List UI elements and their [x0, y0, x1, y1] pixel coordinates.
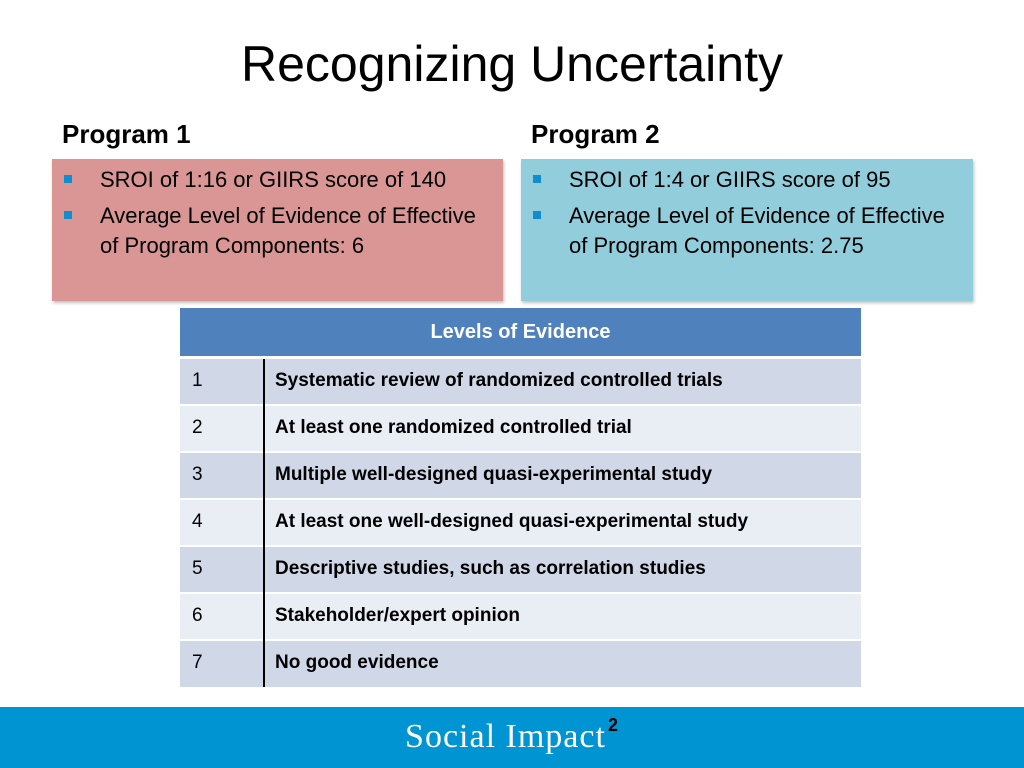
evidence-description-cell: At least one randomized controlled trial — [264, 403, 861, 452]
program-1-bullet-text: SROI of 1:16 or GIIRS score of 140 — [100, 167, 447, 192]
square-bullet-icon — [533, 175, 541, 183]
slide-title: Recognizing Uncertainty — [241, 36, 783, 92]
table-row: 3 Multiple well-designed quasi-experimen… — [180, 450, 861, 499]
table-row: 2 At least one randomized controlled tri… — [180, 403, 861, 452]
footer-logo: Social Impact 2 — [0, 715, 1024, 761]
evidence-level-cell: 5 — [180, 544, 265, 593]
program-1-bullet-item: Average Level of Evidence of Effective o… — [64, 201, 495, 261]
levels-of-evidence-table: Levels of Evidence 1 Systematic review o… — [180, 308, 861, 687]
program-2-bullet-list: SROI of 1:4 or GIIRS score of 95 Average… — [533, 165, 965, 261]
program-2-box: SROI of 1:4 or GIIRS score of 95 Average… — [521, 159, 973, 301]
footer-brand-superscript: 2 — [607, 715, 619, 735]
table-header-row: Levels of Evidence — [180, 308, 861, 359]
square-bullet-icon — [64, 211, 72, 219]
evidence-level-cell: 2 — [180, 403, 265, 452]
evidence-description-cell: At least one well-designed quasi-experim… — [264, 497, 861, 546]
table-row: 1 Systematic review of randomized contro… — [180, 356, 861, 405]
table-row: 4 At least one well-designed quasi-exper… — [180, 497, 861, 546]
program-2-bullet-item: SROI of 1:4 or GIIRS score of 95 — [533, 165, 965, 195]
table-header: Levels of Evidence — [180, 308, 861, 359]
evidence-description-cell: Systematic review of randomized controll… — [264, 356, 861, 405]
program-2-bullet-text: SROI of 1:4 or GIIRS score of 95 — [569, 167, 891, 192]
square-bullet-icon — [533, 211, 541, 219]
program-2-heading: Program 2 — [531, 119, 660, 149]
program-2-bullet-text: Average Level of Evidence of Effective o… — [569, 203, 945, 258]
program-1-bullet-item: SROI of 1:16 or GIIRS score of 140 — [64, 165, 495, 195]
evidence-level-cell: 3 — [180, 450, 265, 499]
table-row: 6 Stakeholder/expert opinion — [180, 591, 861, 640]
evidence-level-cell: 6 — [180, 591, 265, 640]
program-1-bullet-list: SROI of 1:16 or GIIRS score of 140 Avera… — [64, 165, 495, 261]
program-1-heading: Program 1 — [62, 119, 191, 149]
evidence-description-cell: Multiple well-designed quasi-experimenta… — [264, 450, 861, 499]
evidence-level-cell: 7 — [180, 638, 265, 687]
evidence-description-cell: Descriptive studies, such as correlation… — [264, 544, 861, 593]
evidence-description-cell: Stakeholder/expert opinion — [264, 591, 861, 640]
table-row: 5 Descriptive studies, such as correlati… — [180, 544, 861, 593]
table-row: 7 No good evidence — [180, 638, 861, 687]
program-1-bullet-text: Average Level of Evidence of Effective o… — [100, 203, 476, 258]
program-1-box: SROI of 1:16 or GIIRS score of 140 Avera… — [52, 159, 503, 301]
program-2-bullet-item: Average Level of Evidence of Effective o… — [533, 201, 965, 261]
evidence-level-cell: 1 — [180, 356, 265, 405]
evidence-description-cell: No good evidence — [264, 638, 861, 687]
evidence-level-cell: 4 — [180, 497, 265, 546]
footer-brand-text: Social Impact — [405, 718, 606, 755]
square-bullet-icon — [64, 175, 72, 183]
footer-bar: Social Impact 2 — [0, 707, 1024, 768]
